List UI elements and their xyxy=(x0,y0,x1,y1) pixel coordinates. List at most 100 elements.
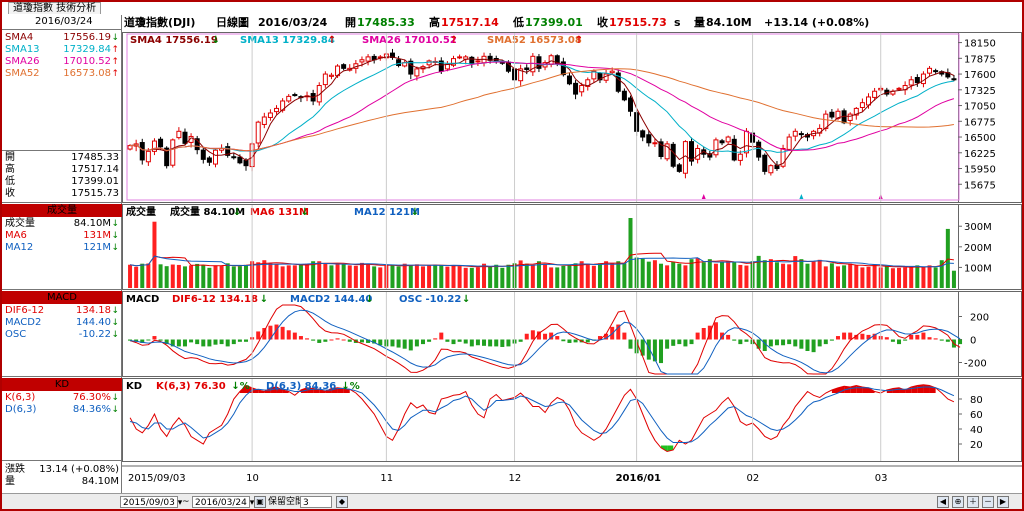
start-date-select[interactable]: 2015/09/03 ▾ xyxy=(120,496,182,508)
volume-bar xyxy=(573,263,578,288)
volume-bar xyxy=(396,266,401,288)
kd-y-tick: 80 xyxy=(970,395,983,406)
candle-body xyxy=(194,138,200,151)
candle-body xyxy=(237,156,243,164)
macd-label: DIF6-12 xyxy=(5,305,45,316)
header-field: 低 xyxy=(512,15,524,29)
volume-bar xyxy=(884,265,889,288)
volume-bar xyxy=(604,261,609,288)
candle-body xyxy=(274,107,280,113)
x-tick-label: 2016/01 xyxy=(616,473,661,484)
sma-value: 17010.52 xyxy=(63,56,111,67)
macd-row: DIF6-12 134.18 ↓ xyxy=(5,305,119,317)
volume-bar xyxy=(305,263,310,288)
zoom-out-icon[interactable]: － xyxy=(982,496,994,508)
osc-bar xyxy=(866,334,871,340)
scroll-left-icon[interactable]: ◀ xyxy=(937,496,949,508)
osc-bar xyxy=(500,339,505,347)
legend-item: SMA52 16573.08 xyxy=(487,35,582,46)
candle-body xyxy=(145,150,151,163)
volume-bar xyxy=(390,264,395,288)
arrow-down-icon: ↓ xyxy=(111,318,119,328)
candle-body xyxy=(127,145,133,150)
osc-bar xyxy=(915,334,920,340)
candle-body xyxy=(591,70,597,80)
osc-bar xyxy=(482,339,487,346)
candle-body xyxy=(176,130,182,139)
volume-bar xyxy=(262,260,267,288)
candle-body xyxy=(579,85,585,93)
osc-bar xyxy=(408,339,413,351)
volume-bar xyxy=(463,267,468,288)
candle-body xyxy=(225,146,231,156)
arrow-up-icon: ↑ xyxy=(111,57,119,67)
candle-body xyxy=(859,102,865,108)
volume-bar xyxy=(213,265,218,288)
candle-body xyxy=(585,79,591,87)
volume-bar xyxy=(659,263,664,288)
panel-frame xyxy=(122,291,1022,377)
sma-label: SMA13 xyxy=(5,44,40,55)
legend-item: SMA4 17556.19 xyxy=(130,35,218,46)
stepper-icon[interactable]: ◆ xyxy=(336,496,348,508)
arrow-down-icon: ↓ xyxy=(111,330,119,340)
osc-bar xyxy=(225,339,230,347)
osc-bar xyxy=(640,339,645,356)
candle-body xyxy=(414,68,420,77)
osc-bar xyxy=(622,332,627,340)
sma-value: 16573.08 xyxy=(63,68,111,79)
kd-value: 84.36% xyxy=(72,404,111,415)
volume-bar xyxy=(720,262,725,288)
x-tick-label: 03 xyxy=(875,473,888,484)
arrow-up-icon: ↑ xyxy=(111,45,119,55)
chart-svg[interactable]: 道瓊指數(DJI) 日線圖 2016/03/24 開 17485.33 高 17517.14… xyxy=(122,15,1022,493)
legend-item: KD xyxy=(126,381,142,392)
osc-bar xyxy=(689,339,694,345)
event-marker xyxy=(799,194,804,199)
volume-bar xyxy=(921,267,926,288)
price-y-tick: 17050 xyxy=(964,102,996,113)
volume-value: 131M xyxy=(83,230,111,241)
kd-y-tick: 40 xyxy=(970,425,983,436)
sma-line-4 xyxy=(130,56,955,167)
volume-bar xyxy=(427,265,432,288)
zoom-icon[interactable]: ⊕ xyxy=(952,496,964,508)
candle-body xyxy=(737,153,743,161)
reserve-space-input[interactable]: 3 xyxy=(300,496,332,508)
candle-body xyxy=(182,131,188,144)
sma-row: SMA52 16573.08 ↑ xyxy=(5,68,119,80)
macd-panel-title: MACD xyxy=(2,291,122,304)
header-field: 開 xyxy=(345,16,356,29)
osc-bar xyxy=(927,337,932,340)
header-field: 17515.73 xyxy=(609,16,667,29)
footer-row: 漲跌 13.14 (+0.08%) xyxy=(5,464,119,476)
reserve-space-icon[interactable]: ▣ xyxy=(254,496,266,508)
scroll-right-icon[interactable]: ▶ xyxy=(997,496,1009,508)
candle-body xyxy=(695,147,701,160)
candle-body xyxy=(731,138,737,161)
candle-body xyxy=(341,64,347,69)
candle-body xyxy=(426,60,432,66)
osc-bar xyxy=(231,339,236,345)
osc-bar xyxy=(268,325,273,340)
candle-body xyxy=(713,139,719,156)
candle-body xyxy=(829,111,835,118)
volume-bar xyxy=(189,265,194,288)
header-field: 道瓊指數(DJI) xyxy=(124,15,195,29)
sma-row: SMA4 17556.19 ↓ xyxy=(5,32,119,44)
arrow-down-icon: ↓ xyxy=(111,405,119,415)
window-tab[interactable]: 道瓊指數 技術分析 xyxy=(8,2,102,14)
osc-bar xyxy=(713,322,718,340)
sma-label: SMA26 xyxy=(5,56,40,67)
osc-bar xyxy=(958,339,963,345)
end-date-select[interactable]: 2016/03/24 ▾ xyxy=(192,496,254,508)
osc-bar xyxy=(305,338,310,340)
zoom-in-icon[interactable]: ＋ xyxy=(967,496,979,508)
osc-bar xyxy=(292,332,297,340)
event-marker xyxy=(701,194,706,199)
kd-overbought-fill xyxy=(831,387,838,393)
osc-bar xyxy=(677,339,682,345)
candle-body xyxy=(212,149,218,165)
volume-bar xyxy=(823,266,828,288)
header-field: 2016/03/24 xyxy=(258,16,328,29)
